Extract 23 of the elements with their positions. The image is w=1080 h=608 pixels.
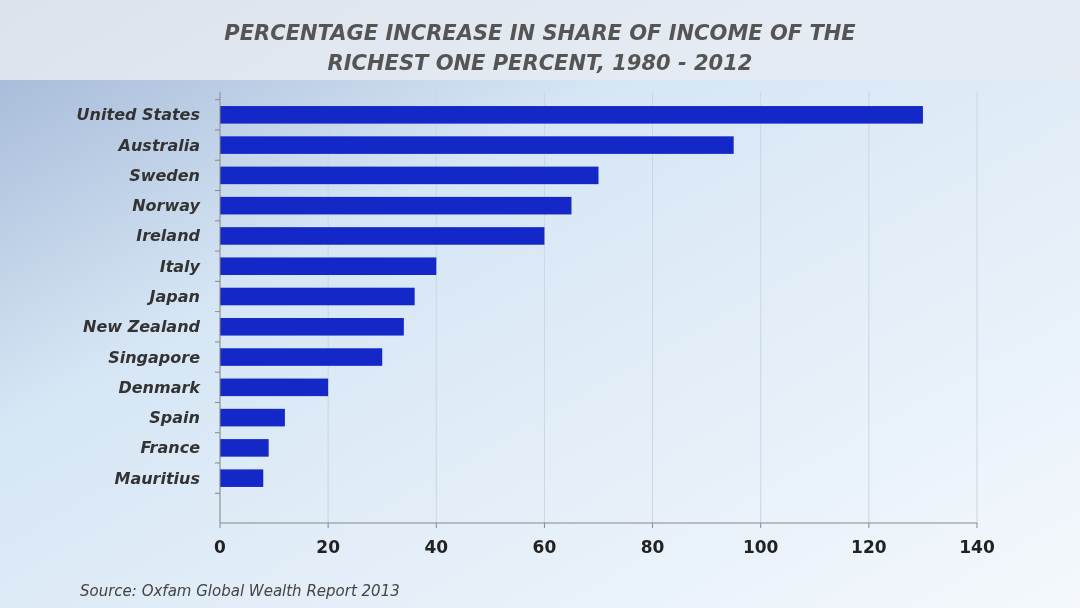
x-tick-label: 40 xyxy=(424,537,449,557)
y-tick-label: Ireland xyxy=(136,226,201,246)
x-tick-label: 20 xyxy=(316,537,341,557)
y-tick-label: Norway xyxy=(132,196,201,216)
x-tick-label: 100 xyxy=(742,537,779,557)
y-tick-label: Mauritius xyxy=(114,468,200,488)
x-tick-label: 0 xyxy=(214,537,227,557)
x-tick-label: 140 xyxy=(959,537,995,557)
y-tick-label: Sweden xyxy=(129,165,200,185)
y-tick-label: United States xyxy=(76,105,200,125)
x-tick-label: 80 xyxy=(640,537,665,557)
y-tick-label: Spain xyxy=(149,408,200,428)
x-tick-label: 60 xyxy=(532,537,557,557)
y-tick-label: Australia xyxy=(116,135,200,155)
y-tick-label: New Zealand xyxy=(83,317,201,337)
y-tick-label: Japan xyxy=(146,287,200,306)
chart-title: PERCENTAGE INCREASE IN SHARE OF INCOME OF THE RICHEST ONE PERCENT, 1980 - 2012 xyxy=(224,21,857,75)
y-tick-label: Denmark xyxy=(118,377,202,397)
source-note: Source: Oxfam Global Wealth Report 2013 xyxy=(80,582,400,600)
y-tick-label: Italy xyxy=(159,256,201,276)
y-tick-label: France xyxy=(140,438,201,458)
y-tick-label: Singapore xyxy=(108,347,201,367)
x-tick-label: 120 xyxy=(851,537,887,557)
